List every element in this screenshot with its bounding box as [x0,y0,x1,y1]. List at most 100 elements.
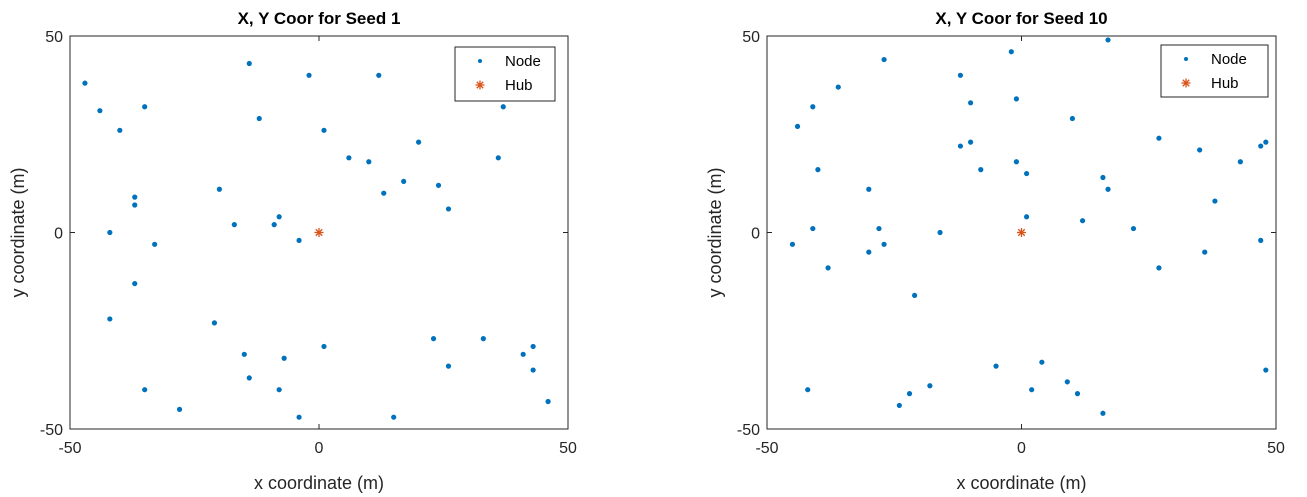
node-point [231,222,237,228]
node-point [376,72,382,78]
node-point [142,104,148,110]
legend: Node Hub [1160,44,1269,98]
node-point [912,292,918,298]
node-point [1156,135,1162,141]
node-point [876,225,882,232]
legend-box [454,46,556,102]
x-axis-label: x coordinate (m) [956,473,1086,493]
node-point [520,351,526,357]
node-point [815,167,821,173]
node-point [927,383,933,389]
node-point [1064,379,1070,385]
node-point [391,414,397,420]
node-point [810,104,816,110]
node-point [789,241,796,247]
node-point [1130,225,1137,232]
y-tick-label: -50 [737,422,760,439]
node-point [1079,218,1086,224]
node-point [1197,147,1203,153]
node-point [881,241,887,247]
node-point [435,182,442,188]
node-point [132,194,138,200]
node-point [1100,410,1106,416]
y-tick-label: 0 [54,226,63,243]
node-point [1105,186,1111,192]
node-point [810,225,816,232]
y-tick-label: 0 [751,226,760,243]
node-point [1212,198,1218,204]
node-point [1023,214,1030,220]
node-point [241,351,247,357]
node-point [500,104,506,110]
legend-label-hub: Hub [1211,75,1239,92]
node-point [794,123,801,129]
y-tick-label: -50 [40,422,63,439]
node-point [82,80,88,86]
node-point [211,320,218,326]
y-tick-label: 50 [45,29,63,46]
x-axis-label: x coordinate (m) [254,473,384,493]
node-point [321,127,327,133]
node-point [132,202,138,208]
node-point [530,367,536,373]
node-point [1237,159,1243,165]
node-point [281,355,287,361]
node-point [445,363,452,369]
y-axis-label: y coordinate (m) [705,167,725,297]
node-point [866,249,872,255]
series-hub [1017,228,1026,237]
node-point [1100,174,1106,181]
legend-hub-marker [475,80,485,90]
series-node [82,60,551,420]
node-point [445,206,452,212]
hub-point-stroke [315,228,323,237]
node-point [381,190,387,196]
node-point [107,316,113,322]
legend-label-node: Node [505,53,541,70]
node-point [1105,37,1111,43]
x-tick-label: -50 [755,440,778,457]
node-point [545,398,551,405]
node-point [530,343,536,350]
x-tick-label: 0 [315,440,324,457]
node-point [366,159,372,165]
node-point [107,229,113,236]
node-point [825,265,831,271]
chart-2: -50 0 50 50 0 -50 X, Y Coor for Seed 10 x coord… [705,9,1285,493]
node-point [246,375,252,381]
legend-hub-stroke [476,81,484,89]
node-point [968,139,974,145]
node-point [896,402,902,409]
node-point [97,108,103,114]
node-point [906,391,913,397]
node-point [296,237,302,243]
node-point [1023,170,1030,177]
node-point [1074,391,1081,397]
series-hub [314,228,324,237]
legend-node-marker [478,59,482,63]
x-tick-label: -50 [58,440,81,457]
legend-hub-marker [1181,78,1191,88]
chart-title: X, Y Coor for Seed 1 [238,9,401,28]
chart-1: -50 0 50 50 0 -50 X, Y Coor for Seed 1 x coordi… [8,9,577,493]
node-point [271,222,277,228]
x-tick-label: 50 [1267,440,1285,457]
node-point [968,100,974,106]
node-point [978,167,984,173]
node-point [993,363,999,369]
hub-point [1017,228,1026,237]
node-point [276,387,282,393]
node-point [1039,359,1045,365]
node-point [1263,139,1269,145]
y-axis-label: y coordinate (m) [8,167,28,297]
node-point [416,139,422,145]
node-point [1008,49,1014,55]
chart-title: X, Y Coor for Seed 10 [935,9,1107,28]
node-point [256,115,262,122]
node-point [957,72,964,78]
node-point [1258,237,1264,243]
node-point [132,280,138,287]
node-point [835,84,841,90]
node-point [216,186,222,192]
